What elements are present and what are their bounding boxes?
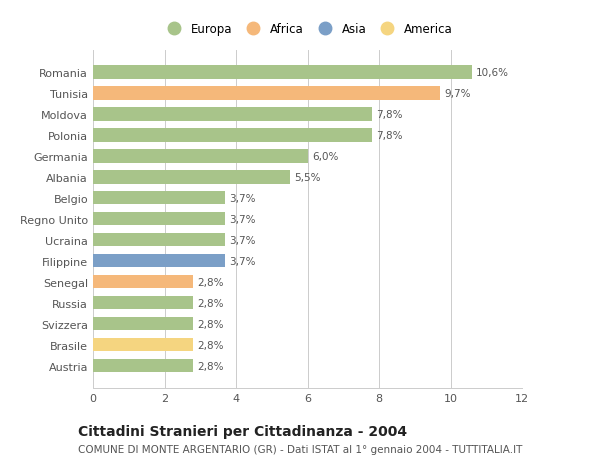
Text: 2,8%: 2,8% xyxy=(197,277,224,287)
Bar xyxy=(93,170,290,184)
Bar xyxy=(93,233,225,247)
Bar xyxy=(93,129,372,142)
Text: 3,7%: 3,7% xyxy=(230,256,256,266)
Text: 7,8%: 7,8% xyxy=(376,110,403,119)
Bar xyxy=(93,150,308,163)
Text: Cittadini Stranieri per Cittadinanza - 2004: Cittadini Stranieri per Cittadinanza - 2… xyxy=(78,425,407,438)
Bar xyxy=(93,87,440,101)
Bar xyxy=(93,338,193,352)
Bar xyxy=(93,275,193,289)
Text: 2,8%: 2,8% xyxy=(197,361,224,371)
Text: 2,8%: 2,8% xyxy=(197,340,224,350)
Bar xyxy=(93,317,193,330)
Text: 6,0%: 6,0% xyxy=(312,151,338,162)
Bar xyxy=(93,108,372,121)
Text: 2,8%: 2,8% xyxy=(197,319,224,329)
Text: 3,7%: 3,7% xyxy=(230,214,256,224)
Text: 3,7%: 3,7% xyxy=(230,193,256,203)
Text: 3,7%: 3,7% xyxy=(230,235,256,245)
Text: 7,8%: 7,8% xyxy=(376,130,403,140)
Text: 9,7%: 9,7% xyxy=(444,89,470,99)
Text: 5,5%: 5,5% xyxy=(294,172,320,182)
Legend: Europa, Africa, Asia, America: Europa, Africa, Asia, America xyxy=(159,19,456,39)
Text: 2,8%: 2,8% xyxy=(197,298,224,308)
Text: 10,6%: 10,6% xyxy=(476,67,509,78)
Bar xyxy=(93,191,225,205)
Bar xyxy=(93,66,472,79)
Text: COMUNE DI MONTE ARGENTARIO (GR) - Dati ISTAT al 1° gennaio 2004 - TUTTITALIA.IT: COMUNE DI MONTE ARGENTARIO (GR) - Dati I… xyxy=(78,444,523,454)
Bar xyxy=(93,359,193,373)
Bar xyxy=(93,213,225,226)
Bar xyxy=(93,254,225,268)
Bar xyxy=(93,296,193,310)
